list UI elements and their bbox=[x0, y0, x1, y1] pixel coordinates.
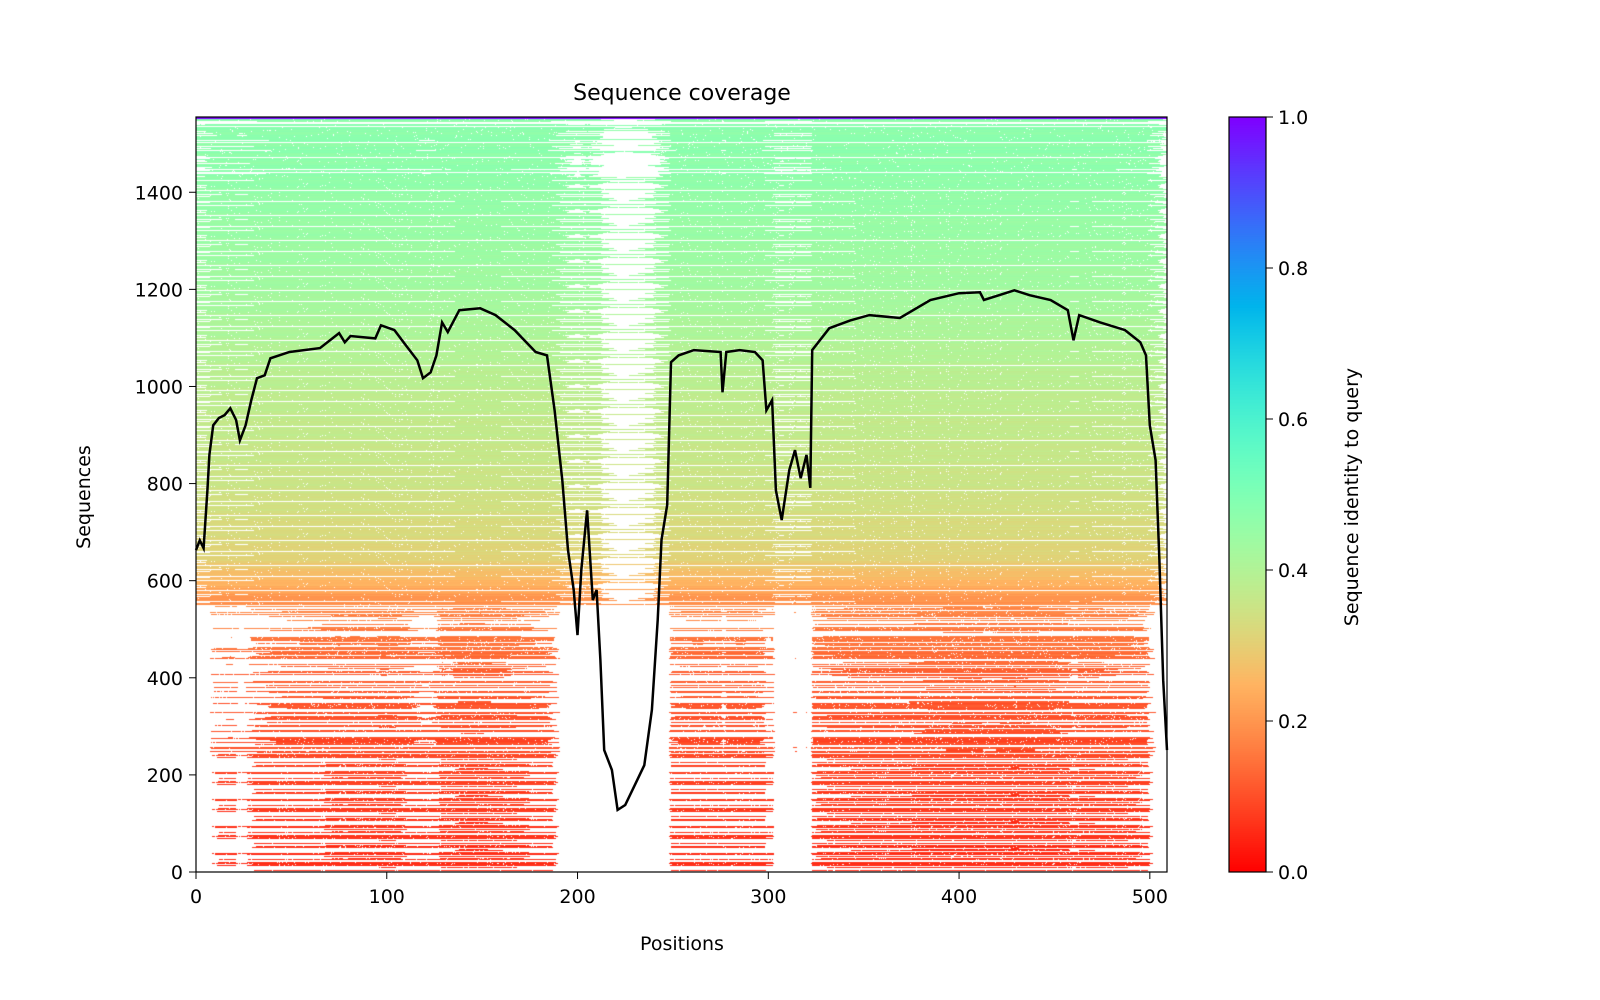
plot-frame bbox=[195, 116, 1168, 873]
colorbar-tick-label: 0.2 bbox=[1278, 711, 1308, 733]
colorbar-tick-label: 0.6 bbox=[1278, 409, 1308, 431]
x-axis-label: Positions bbox=[640, 933, 724, 955]
colorbar-tick-label: 1.0 bbox=[1278, 107, 1308, 129]
coverage-line-layer bbox=[194, 288, 1169, 813]
chart-title: Sequence coverage bbox=[573, 81, 791, 106]
y-tick-label: 1000 bbox=[135, 376, 183, 398]
y-tick-label: 400 bbox=[147, 668, 183, 690]
colorbar-axis: 0.0 0.2 0.4 0.6 0.8 1.0 bbox=[1266, 107, 1308, 884]
y-tick-label: 800 bbox=[147, 474, 183, 496]
x-axis: 0 100 200 300 400 500 bbox=[190, 872, 1168, 908]
colorbar-frame bbox=[1228, 116, 1267, 873]
x-tick-label: 100 bbox=[369, 886, 405, 908]
x-tick-label: 300 bbox=[750, 886, 786, 908]
y-tick-label: 600 bbox=[147, 571, 183, 593]
x-tick-label: 0 bbox=[190, 886, 202, 908]
colorbar-tick-label: 0.4 bbox=[1278, 560, 1308, 582]
y-tick-label: 200 bbox=[147, 765, 183, 787]
colorbar-tick-label: 0.0 bbox=[1278, 862, 1308, 884]
y-tick-label: 1200 bbox=[135, 279, 183, 301]
colorbar-tick-label: 0.8 bbox=[1278, 258, 1308, 280]
x-tick-label: 200 bbox=[559, 886, 595, 908]
x-tick-label: 400 bbox=[941, 886, 977, 908]
coverage-heatmap bbox=[196, 117, 1167, 872]
coverage-line bbox=[194, 288, 1169, 813]
colorbar-label: Sequence identity to query bbox=[1341, 368, 1363, 626]
y-tick-label: 0 bbox=[171, 862, 183, 884]
colorbar-gradient bbox=[1229, 117, 1266, 872]
x-tick-label: 500 bbox=[1132, 886, 1168, 908]
y-tick-label: 1400 bbox=[135, 182, 183, 204]
y-axis-label: Sequences bbox=[73, 445, 95, 549]
y-axis: 0 200 400 600 800 1000 1200 1400 bbox=[135, 182, 196, 884]
